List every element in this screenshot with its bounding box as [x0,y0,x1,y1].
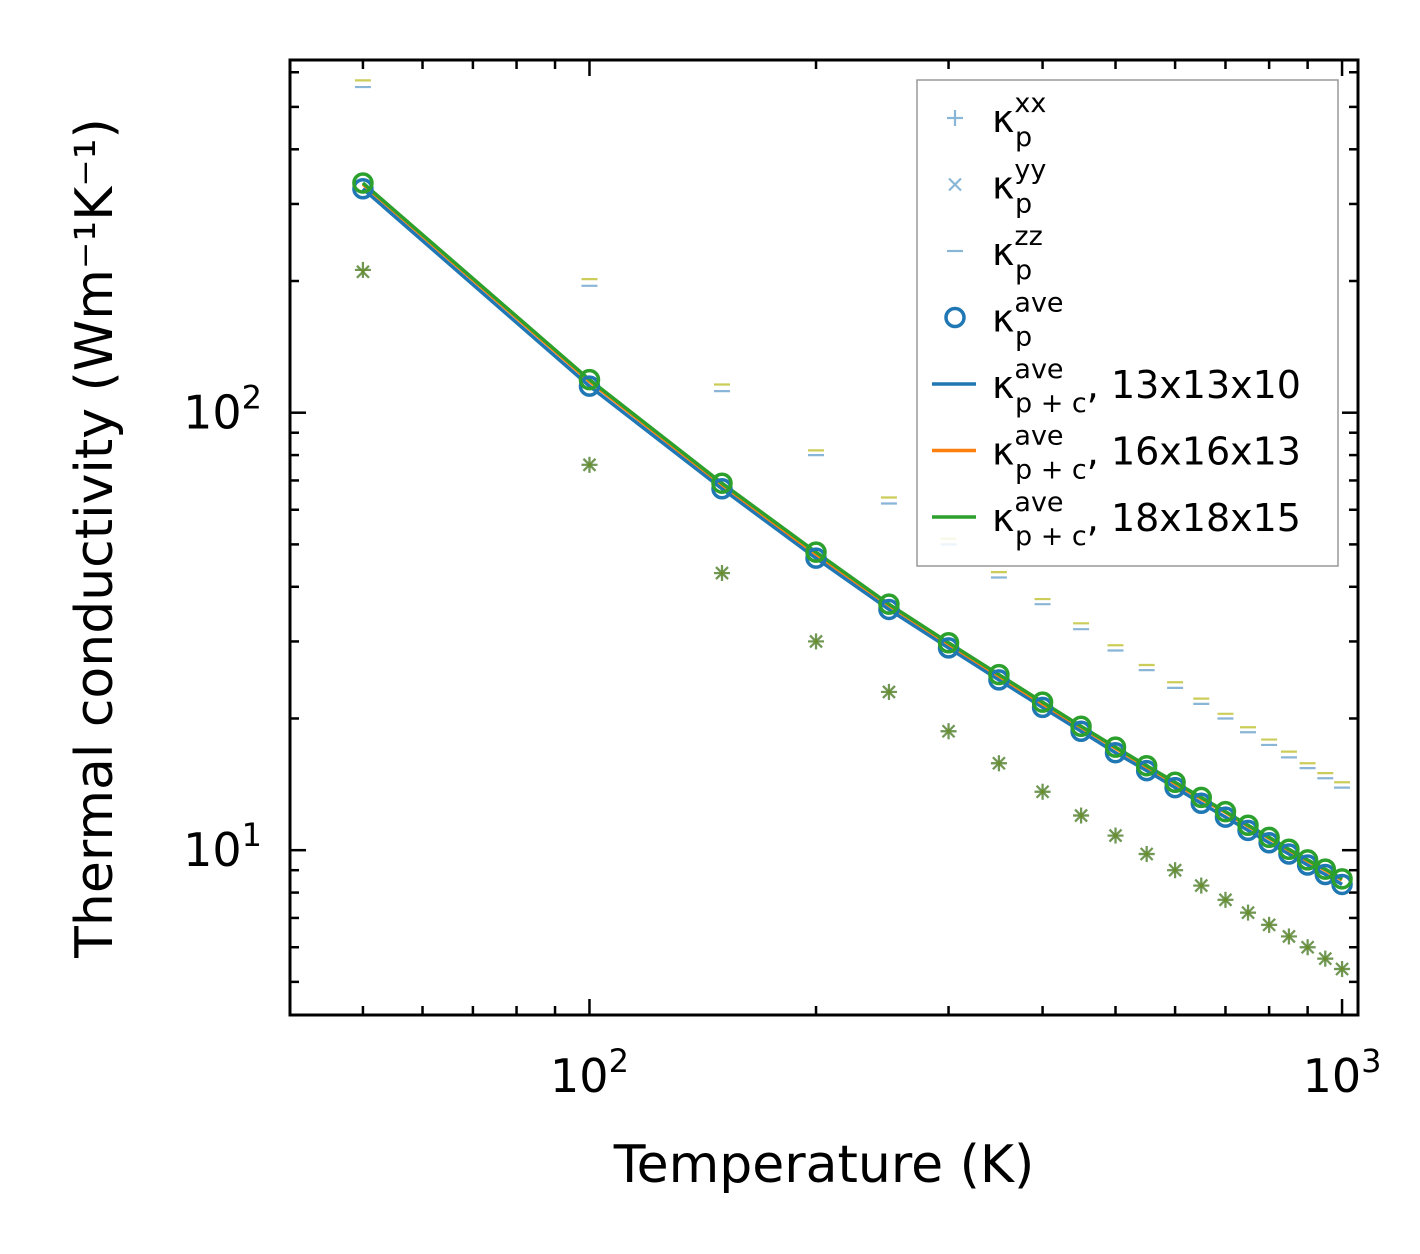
point-ave-18 [352,172,374,194]
legend-marker-ave [944,306,966,329]
point-ave-18 [1135,754,1158,777]
point-ave-18 [988,663,1010,686]
point-xx-18 [354,261,371,278]
point-ave-18 [578,368,601,391]
point-ave-18 [1314,858,1337,880]
series-markers [352,79,1353,978]
major-ticks [290,60,1358,1015]
y-tick-label: 101 [183,816,262,877]
legend-marker-yy [948,177,962,192]
point-ave-18 [1258,826,1280,849]
y-tick-label: 102 [183,379,262,440]
legend-label-13x13x10: κave p + c, 13x13x10 [992,354,1301,419]
y-axis-label: Thermal conductivity (Wm⁻¹K⁻¹) [65,118,125,959]
x-tick-label: 103 [1303,1042,1382,1103]
x-tick-label: 102 [550,1042,629,1103]
tick-labels: 102 103 101 102 [183,379,1381,1103]
legend-label-xx: κxx p [992,88,1046,153]
point-ave-18 [805,541,827,563]
legend-label-yy: κyy p [992,155,1046,220]
plot-area [352,79,1353,978]
line-13x13x10 [361,187,1343,886]
point-yy-18 [1262,918,1276,932]
legend-marker-xx [947,110,963,126]
x-axis-label: Temperature (K) [613,1135,1035,1195]
point-ave-18 [1164,771,1186,793]
point-ave [578,375,601,397]
point-ave-18 [1296,849,1319,871]
legend-label-16x16x13: κave p + c, 16x16x13 [992,421,1301,486]
point-yy-18 [356,264,370,279]
point-ave-18 [937,631,960,654]
point-yy-18 [715,566,729,580]
legend-box [916,79,1339,567]
point-ave-18 [1214,800,1237,823]
point-yy-18 [1218,893,1233,907]
point-yy-18 [1194,878,1209,893]
legend-label-18x18x15: κave p + c, 18x18x15 [992,487,1301,552]
point-ave-18 [711,472,733,494]
point-yy-18 [1108,828,1123,843]
point-ave-18 [1070,715,1092,737]
point-yy-18 [1335,962,1349,976]
point-ave-18 [1031,691,1054,713]
point-yy-18 [1318,951,1333,966]
point-yy-18 [582,458,597,472]
point-ave-18 [1331,868,1353,890]
point-ave [805,547,827,569]
point-ave-18 [878,593,900,615]
point-ave-18 [1104,736,1127,758]
point-yy-18 [809,634,823,649]
point-yy-18 [882,685,896,699]
point-yy-18 [1241,905,1255,920]
point-yy-18 [1139,847,1154,861]
point-yy-18 [1168,863,1182,877]
point-yy-18 [992,756,1006,771]
axes-frame [288,58,1360,1017]
point-yy-18 [1035,784,1050,799]
point-yy-18 [941,724,956,739]
legend-label-ave: κave p [992,288,1064,353]
point-ave-18 [1237,814,1259,837]
point-ave-18 [1190,786,1213,809]
point-yy-18 [1074,808,1088,823]
legend-label-zz: κzz p [992,221,1043,286]
point-yy-18 [1282,929,1296,944]
point-yy-18 [1300,940,1315,955]
point-ave-18 [1278,838,1300,860]
